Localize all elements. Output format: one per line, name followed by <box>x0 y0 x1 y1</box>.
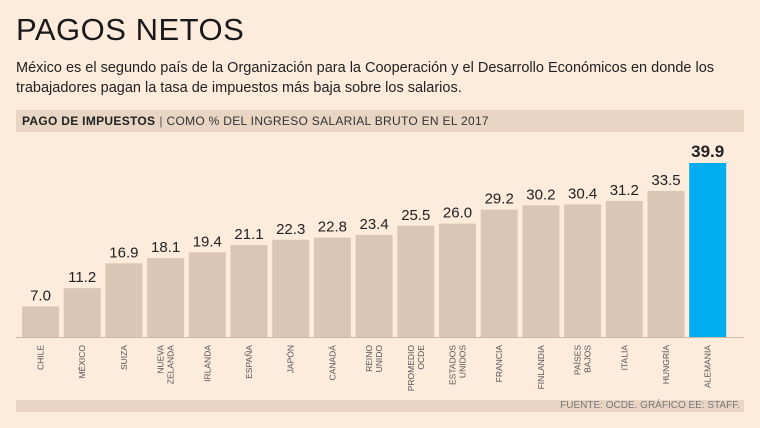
bar <box>480 209 518 337</box>
chart-header-band: PAGO DE IMPUESTOS | COMO % DEL INGRESO SAL… <box>16 110 744 132</box>
subtitle: México es el segundo país de la Organiza… <box>16 60 715 96</box>
bar <box>313 237 351 337</box>
data-label: 26.0 <box>443 205 472 222</box>
data-label: 21.1 <box>234 226 263 243</box>
data-label: 30.2 <box>526 186 555 203</box>
bar <box>230 244 268 337</box>
data-label: 29.2 <box>485 191 514 208</box>
bar <box>605 200 643 337</box>
category-label: FINLANDIA <box>536 345 546 390</box>
category-label: CANADÁ <box>327 345 337 381</box>
category-label: PAÍSES <box>573 345 583 375</box>
data-label: 11.2 <box>68 269 96 286</box>
bar <box>105 263 143 337</box>
category-label: BAJOS <box>583 345 593 373</box>
bar <box>63 288 101 337</box>
category-label: IRLANDA <box>202 345 212 382</box>
page-title: PAGOS NETOS <box>16 12 245 47</box>
separator: | <box>159 114 163 128</box>
data-label: 22.3 <box>276 221 305 238</box>
category-label: ITALIA <box>619 345 629 371</box>
bar <box>188 252 226 337</box>
data-label: 23.4 <box>359 216 388 233</box>
category-label: UNIDO <box>374 345 384 373</box>
data-label: 30.4 <box>568 185 597 202</box>
category-label: HUNGRÍA <box>661 345 671 385</box>
bar <box>647 190 685 337</box>
data-label: 22.8 <box>318 219 347 236</box>
bar <box>355 234 393 337</box>
category-label: NUEVA <box>156 345 166 374</box>
bar <box>689 163 727 337</box>
bar <box>439 223 476 337</box>
data-label: 7.0 <box>30 287 51 304</box>
category-label: REINO <box>364 345 374 372</box>
chart-title-unit: COMO % DEL INGRESO SALARIAL BRUTO EN EL … <box>166 114 489 128</box>
category-label: CHILE <box>36 345 46 370</box>
bar <box>147 258 185 337</box>
bar <box>397 225 435 337</box>
category-label: ESPAÑA <box>244 345 254 379</box>
bar <box>564 204 602 337</box>
chart-title-bold: PAGO DE IMPUESTOS <box>22 114 156 128</box>
data-label: 31.2 <box>610 182 639 199</box>
category-label: PROMEDIO <box>406 345 416 392</box>
data-label: 19.4 <box>193 233 222 250</box>
category-label: JAPÓN <box>286 345 296 373</box>
category-label: UNIDOS <box>458 345 468 378</box>
category-label: ZELANDA <box>166 345 176 385</box>
data-label: 16.9 <box>109 244 138 261</box>
bar <box>522 205 560 337</box>
category-label: MÉXICO <box>77 345 87 379</box>
source-text: FUENTE: OCDE. GRÁFICO EE: STAFF. <box>560 400 740 411</box>
bar <box>22 306 59 337</box>
category-label: SUIZA <box>119 345 129 370</box>
data-label: 25.5 <box>401 207 430 224</box>
category-label: OCDE <box>416 345 426 370</box>
data-label: 33.5 <box>651 172 680 189</box>
source-band: FUENTE: OCDE. GRÁFICO EE: STAFF. <box>16 400 744 412</box>
bar <box>272 239 310 337</box>
data-label: 18.1 <box>151 239 180 256</box>
category-label: ESTADOS <box>448 345 458 385</box>
data-label: 39.9 <box>691 142 724 161</box>
category-label: FRANCIA <box>494 345 504 383</box>
category-label: ALEMANIA <box>703 345 713 388</box>
